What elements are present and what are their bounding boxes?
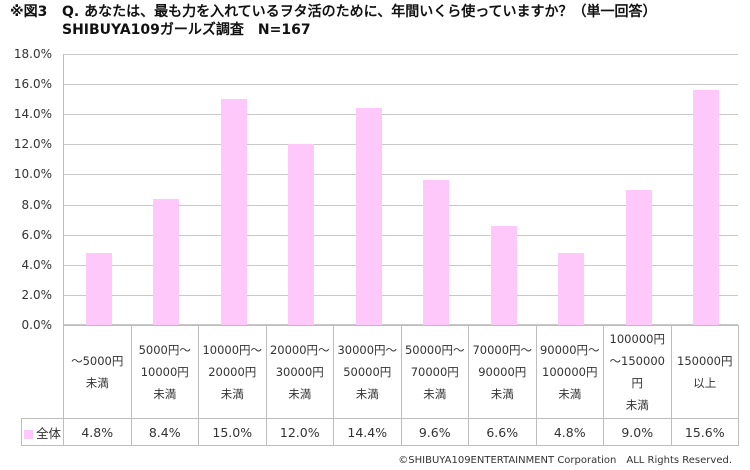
bar	[490, 225, 517, 325]
bar	[85, 252, 112, 325]
gridline	[64, 114, 738, 116]
category-cell: ～5000円 未満	[63, 325, 132, 419]
y-tick-label: 10.0%	[13, 167, 52, 182]
survey-subtitle: SHIBUYA109ガールズ調査 N=167	[62, 22, 311, 38]
question-text: Q. あなたは、最も力を入れているヲタ活のために、年間いくら使っていますか？（単…	[62, 4, 657, 20]
y-tick-label: 4.0%	[21, 257, 53, 272]
category-cell: 30000円～ 50000円 未満	[333, 325, 402, 419]
data-table: ～5000円 未満 5000円～ 10000円 未満 10000円～ 20000円 未満 200…	[21, 325, 739, 446]
category-cell: 10000円～ 20000円 未満	[198, 325, 267, 419]
y-tick-label: 6.0%	[21, 227, 53, 242]
value-cell: 8.4%	[130, 418, 199, 446]
gridline	[64, 204, 738, 206]
legend-swatch-icon	[23, 429, 33, 439]
gridline	[64, 264, 738, 266]
category-cell: 5000円～ 10000円 未満	[130, 325, 199, 419]
bar	[288, 144, 315, 325]
value-cell: 6.6%	[468, 418, 537, 446]
bar	[558, 252, 585, 325]
y-tick-label: 2.0%	[21, 287, 53, 302]
gridline	[64, 54, 738, 55]
gridline	[64, 234, 738, 236]
gridline	[64, 294, 738, 296]
value-cell: 9.6%	[400, 418, 469, 446]
y-tick-label: 16.0%	[13, 77, 52, 92]
category-cell: 50000円～ 70000円 未満	[400, 325, 469, 419]
gridline	[64, 324, 738, 325]
category-cell: 90000円～ 100000円 未満	[535, 325, 604, 419]
category-cell: 20000円～ 30000円 未満	[265, 325, 334, 419]
value-cell: 15.0%	[198, 418, 267, 446]
chart-title: ※図3 Q. あなたは、最も力を入れているヲタ活のために、年間いくら使っていますか…	[10, 3, 657, 39]
plot-area	[63, 54, 738, 325]
value-cell: 14.4%	[333, 418, 402, 446]
gridline	[64, 84, 738, 86]
copyright: ©SHIBUYA109ENTERTAINMENT Corporation ALL…	[398, 455, 732, 466]
y-tick-label: 18.0%	[13, 47, 52, 61]
value-cell: 4.8%	[63, 418, 132, 446]
value-row: 全体 4.8% 8.4% 15.0% 12.0% 14.4% 9.6% 6.6% 4.8% 9.…	[21, 418, 739, 446]
gridline	[64, 144, 738, 146]
category-cell: 150000円 以上	[670, 325, 739, 419]
y-tick-label: 14.0%	[13, 107, 52, 122]
category-header-row: ～5000円 未満 5000円～ 10000円 未満 10000円～ 20000円 未満 200…	[21, 325, 739, 419]
value-cell: 12.0%	[265, 418, 334, 446]
category-cell: 70000円～ 90000円 未満	[468, 325, 537, 419]
category-cell: 100000円 ～150000 円未満	[603, 325, 672, 419]
bar	[153, 198, 180, 325]
legend-cell: 全体	[21, 418, 64, 446]
bar	[625, 189, 652, 325]
bar	[693, 90, 720, 325]
y-tick-label: 12.0%	[13, 137, 52, 152]
bar	[423, 180, 450, 325]
bar	[355, 108, 382, 325]
legend-label: 全体	[35, 425, 61, 441]
bar	[220, 99, 247, 325]
value-cell: 15.6%	[670, 418, 739, 446]
figure-label: ※図3	[10, 4, 48, 20]
gridline	[64, 174, 738, 176]
y-tick-label: 8.0%	[21, 197, 53, 212]
value-cell: 9.0%	[603, 418, 672, 446]
value-cell: 4.8%	[535, 418, 604, 446]
